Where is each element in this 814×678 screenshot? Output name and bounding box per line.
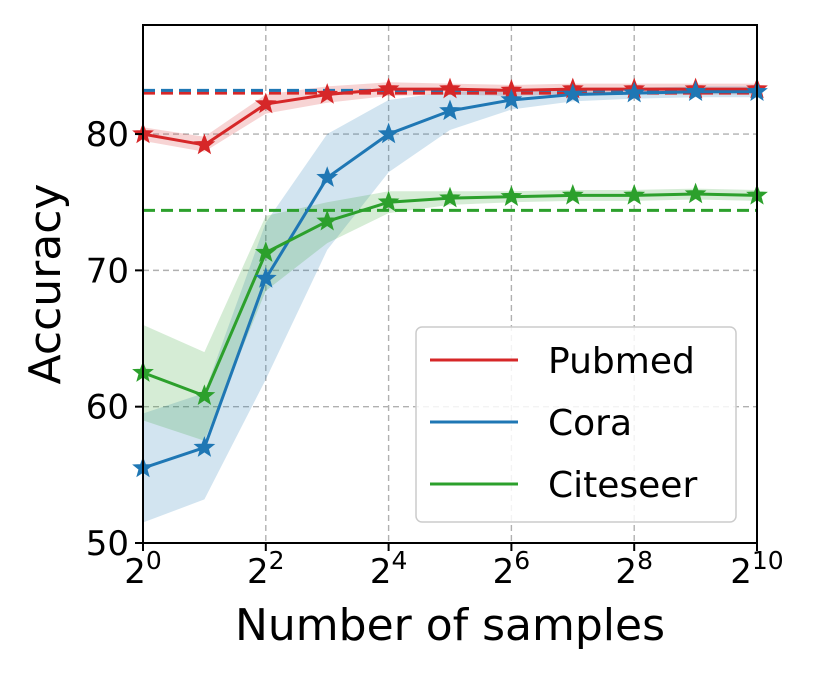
- x-tick-label: 22: [247, 546, 285, 592]
- marker-pubmed: [193, 133, 216, 155]
- y-tick-label: 60: [86, 388, 129, 428]
- marker-cora: [193, 436, 216, 457]
- marker-citeseer: [316, 209, 339, 231]
- marker-citeseer: [254, 241, 277, 262]
- marker-pubmed: [439, 77, 461, 99]
- x-axis-title: Number of samples: [235, 600, 665, 651]
- marker-cora: [684, 80, 707, 102]
- legend: Pubmed Cora Citeseer: [415, 326, 737, 523]
- marker-citeseer: [377, 190, 400, 212]
- marker-citeseer: [684, 182, 707, 204]
- legend-label-cora: Cora: [548, 403, 632, 444]
- y-tick-label: 80: [86, 115, 129, 155]
- y-tick-label: 50: [86, 524, 129, 564]
- plot-frame: [142, 24, 758, 544]
- marker-citeseer: [623, 183, 646, 205]
- marker-pubmed: [254, 92, 277, 114]
- legend-label-pubmed: Pubmed: [548, 341, 695, 382]
- marker-cora: [316, 166, 339, 187]
- x-tick-label: 24: [370, 546, 408, 592]
- marker-pubmed: [316, 83, 339, 104]
- marker-citeseer: [561, 183, 584, 205]
- y-axis-ticks: 50 60 70 80: [86, 115, 143, 564]
- x-axis-ticks: 20 22 24 26 28 210: [124, 543, 784, 592]
- band-citeseer: [143, 188, 757, 441]
- marker-cora: [439, 99, 461, 121]
- x-tick-label: 20: [124, 546, 162, 592]
- marker-cora: [254, 267, 277, 288]
- marker-citeseer: [439, 186, 461, 208]
- marker-cora: [377, 122, 400, 144]
- y-tick-label: 70: [86, 251, 129, 291]
- marker-cora: [500, 88, 523, 110]
- marker-cora: [561, 83, 584, 104]
- x-tick-label: 210: [730, 546, 783, 592]
- band-cora: [143, 86, 757, 523]
- marker-citeseer: [193, 384, 216, 406]
- marker-pubmed: [377, 77, 400, 99]
- marker-cora: [623, 81, 646, 103]
- legend-label-citeseer: Citeseer: [548, 465, 697, 506]
- x-tick-label: 28: [615, 546, 653, 592]
- marker-citeseer: [500, 185, 523, 207]
- legend-box: [415, 326, 737, 523]
- y-axis-title: Accuracy: [20, 184, 71, 385]
- x-tick-label: 26: [493, 546, 531, 592]
